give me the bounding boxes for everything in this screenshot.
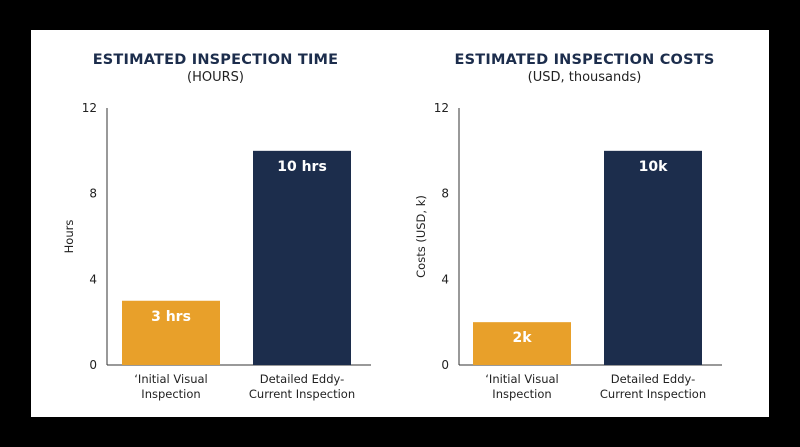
bar bbox=[122, 300, 220, 365]
bar bbox=[473, 322, 571, 365]
y-tick-label: 12 bbox=[434, 101, 449, 115]
chart-title: ESTIMATED INSPECTION COSTS bbox=[454, 52, 715, 68]
inspection-costs-chart: ESTIMATED INSPECTION COSTS (USD, thousan… bbox=[400, 30, 769, 417]
y-tick-label: 4 bbox=[89, 272, 97, 286]
chart-subtitle: (HOURS) bbox=[187, 70, 244, 85]
y-axis-label: Costs (USD, k) bbox=[414, 195, 428, 278]
x-tick-label: Detailed Eddy- bbox=[611, 372, 696, 386]
x-tick-label: ‘Initial Visual bbox=[485, 372, 558, 386]
y-tick-label: 0 bbox=[89, 358, 97, 372]
inspection-time-chart: ESTIMATED INSPECTION TIME (HOURS) 0 4 8 12 H… bbox=[31, 30, 400, 417]
chart-panel: ESTIMATED INSPECTION TIME (HOURS) 0 4 8 12 H… bbox=[31, 30, 769, 417]
y-tick-label: 0 bbox=[441, 358, 449, 372]
y-tick-label: 8 bbox=[89, 187, 97, 201]
bar-data-label: 2k bbox=[512, 330, 532, 346]
chart-subtitle: (USD, thousands) bbox=[527, 70, 642, 85]
bar-data-label: 10k bbox=[639, 159, 668, 175]
x-tick-label: ‘Initial Visual bbox=[134, 372, 207, 386]
x-tick-label: Current Inspection bbox=[249, 387, 355, 401]
bar bbox=[253, 150, 351, 365]
x-tick-label: Current Inspection bbox=[600, 387, 706, 401]
y-axis-label: Hours bbox=[62, 220, 76, 254]
chart-title: ESTIMATED INSPECTION TIME bbox=[92, 52, 339, 68]
inspection-time-plot: 0 4 8 12 Hours 3 hrs ‘Initial VisualInspection… bbox=[62, 101, 371, 401]
y-tick-label: 8 bbox=[441, 187, 449, 201]
x-tick-label: Inspection bbox=[141, 387, 200, 401]
bar-data-label: 3 hrs bbox=[151, 309, 191, 325]
bar-data-label: 10 hrs bbox=[277, 159, 327, 175]
bar bbox=[604, 150, 702, 365]
y-tick-label: 12 bbox=[82, 101, 97, 115]
inspection-costs-plot: 0 4 8 12 Costs (USD, k) 2k ‘Initial VisualInsp… bbox=[414, 101, 722, 401]
y-tick-label: 4 bbox=[441, 272, 449, 286]
x-tick-label: Inspection bbox=[492, 387, 551, 401]
x-tick-label: Detailed Eddy- bbox=[260, 372, 345, 386]
